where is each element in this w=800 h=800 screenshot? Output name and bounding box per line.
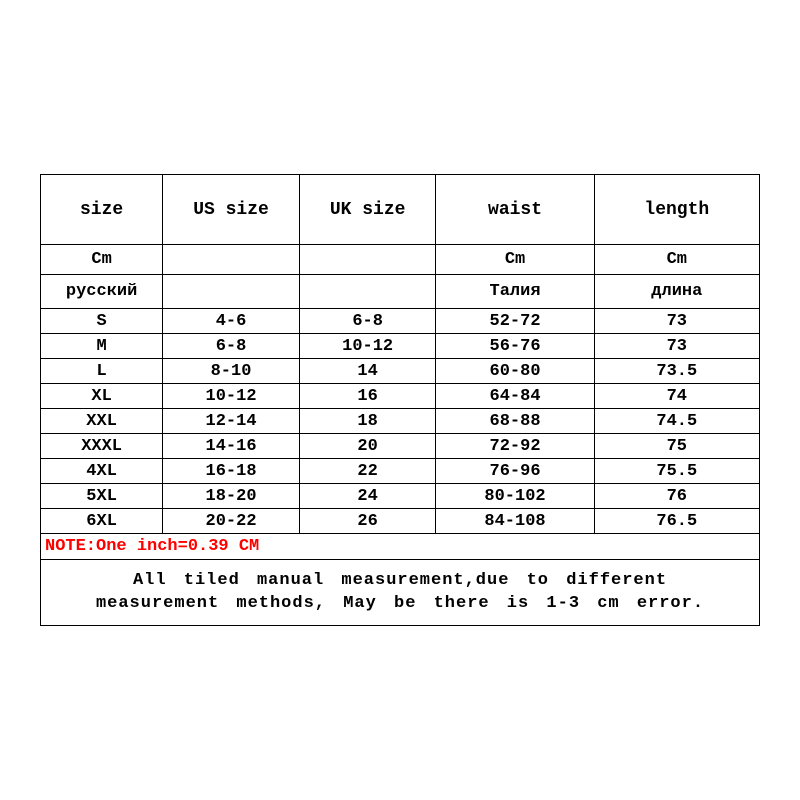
- size-chart-container: size US size UK size waist length Cm Cm …: [40, 174, 760, 626]
- table-note-row: NOTE:One inch=0.39 CM: [41, 534, 760, 560]
- cell-size: XL: [41, 384, 163, 409]
- header-uk-size: UK size: [299, 175, 436, 245]
- unit-cell: Cm: [436, 245, 594, 275]
- cell-waist: 68-88: [436, 409, 594, 434]
- cell-size: 6XL: [41, 509, 163, 534]
- cell-us: 12-14: [163, 409, 300, 434]
- cell-size: XXL: [41, 409, 163, 434]
- cell-waist: 76-96: [436, 459, 594, 484]
- cell-length: 76.5: [594, 509, 759, 534]
- cell-length: 73.5: [594, 359, 759, 384]
- cell-length: 75: [594, 434, 759, 459]
- cell-size: S: [41, 309, 163, 334]
- cell-length: 74.5: [594, 409, 759, 434]
- cell-waist: 80-102: [436, 484, 594, 509]
- cell-us: 4-6: [163, 309, 300, 334]
- cell-us: 8-10: [163, 359, 300, 384]
- table-row: XXXL 14-16 20 72-92 75: [41, 434, 760, 459]
- header-waist: waist: [436, 175, 594, 245]
- table-unit-row: Cm Cm Cm: [41, 245, 760, 275]
- table-footer-row: All tiled manual measurement,due to diff…: [41, 560, 760, 626]
- cell-uk: 20: [299, 434, 436, 459]
- cell-waist: 72-92: [436, 434, 594, 459]
- table-row: 6XL 20-22 26 84-108 76.5: [41, 509, 760, 534]
- cell-us: 6-8: [163, 334, 300, 359]
- russian-cell: [163, 275, 300, 309]
- cell-length: 73: [594, 334, 759, 359]
- header-length: length: [594, 175, 759, 245]
- cell-size: L: [41, 359, 163, 384]
- cell-waist: 60-80: [436, 359, 594, 384]
- table-row: M 6-8 10-12 56-76 73: [41, 334, 760, 359]
- cell-uk: 22: [299, 459, 436, 484]
- unit-cell: [163, 245, 300, 275]
- table-row: 5XL 18-20 24 80-102 76: [41, 484, 760, 509]
- cell-length: 74: [594, 384, 759, 409]
- cell-length: 76: [594, 484, 759, 509]
- cell-waist: 52-72: [436, 309, 594, 334]
- cell-us: 10-12: [163, 384, 300, 409]
- header-us-size: US size: [163, 175, 300, 245]
- cell-uk: 18: [299, 409, 436, 434]
- cell-us: 16-18: [163, 459, 300, 484]
- russian-cell: Талия: [436, 275, 594, 309]
- russian-cell: длина: [594, 275, 759, 309]
- cell-uk: 24: [299, 484, 436, 509]
- table-row: S 4-6 6-8 52-72 73: [41, 309, 760, 334]
- footer-text: All tiled manual measurement,due to diff…: [41, 560, 760, 626]
- cell-waist: 64-84: [436, 384, 594, 409]
- table-row: XXL 12-14 18 68-88 74.5: [41, 409, 760, 434]
- cell-uk: 10-12: [299, 334, 436, 359]
- cell-uk: 16: [299, 384, 436, 409]
- table-header-row: size US size UK size waist length: [41, 175, 760, 245]
- cell-us: 18-20: [163, 484, 300, 509]
- cell-us: 14-16: [163, 434, 300, 459]
- cell-uk: 14: [299, 359, 436, 384]
- cell-length: 75.5: [594, 459, 759, 484]
- cell-size: M: [41, 334, 163, 359]
- table-row: L 8-10 14 60-80 73.5: [41, 359, 760, 384]
- cell-us: 20-22: [163, 509, 300, 534]
- russian-cell: [299, 275, 436, 309]
- table-russian-row: русский Талия длина: [41, 275, 760, 309]
- cell-length: 73: [594, 309, 759, 334]
- cell-size: 4XL: [41, 459, 163, 484]
- cell-uk: 6-8: [299, 309, 436, 334]
- size-chart-table: size US size UK size waist length Cm Cm …: [40, 174, 760, 626]
- cell-waist: 56-76: [436, 334, 594, 359]
- russian-cell: русский: [41, 275, 163, 309]
- table-row: XL 10-12 16 64-84 74: [41, 384, 760, 409]
- cell-uk: 26: [299, 509, 436, 534]
- note-text: NOTE:One inch=0.39 CM: [41, 534, 760, 560]
- table-row: 4XL 16-18 22 76-96 75.5: [41, 459, 760, 484]
- cell-size: XXXL: [41, 434, 163, 459]
- unit-cell: Cm: [594, 245, 759, 275]
- header-size: size: [41, 175, 163, 245]
- unit-cell: [299, 245, 436, 275]
- unit-cell: Cm: [41, 245, 163, 275]
- cell-waist: 84-108: [436, 509, 594, 534]
- cell-size: 5XL: [41, 484, 163, 509]
